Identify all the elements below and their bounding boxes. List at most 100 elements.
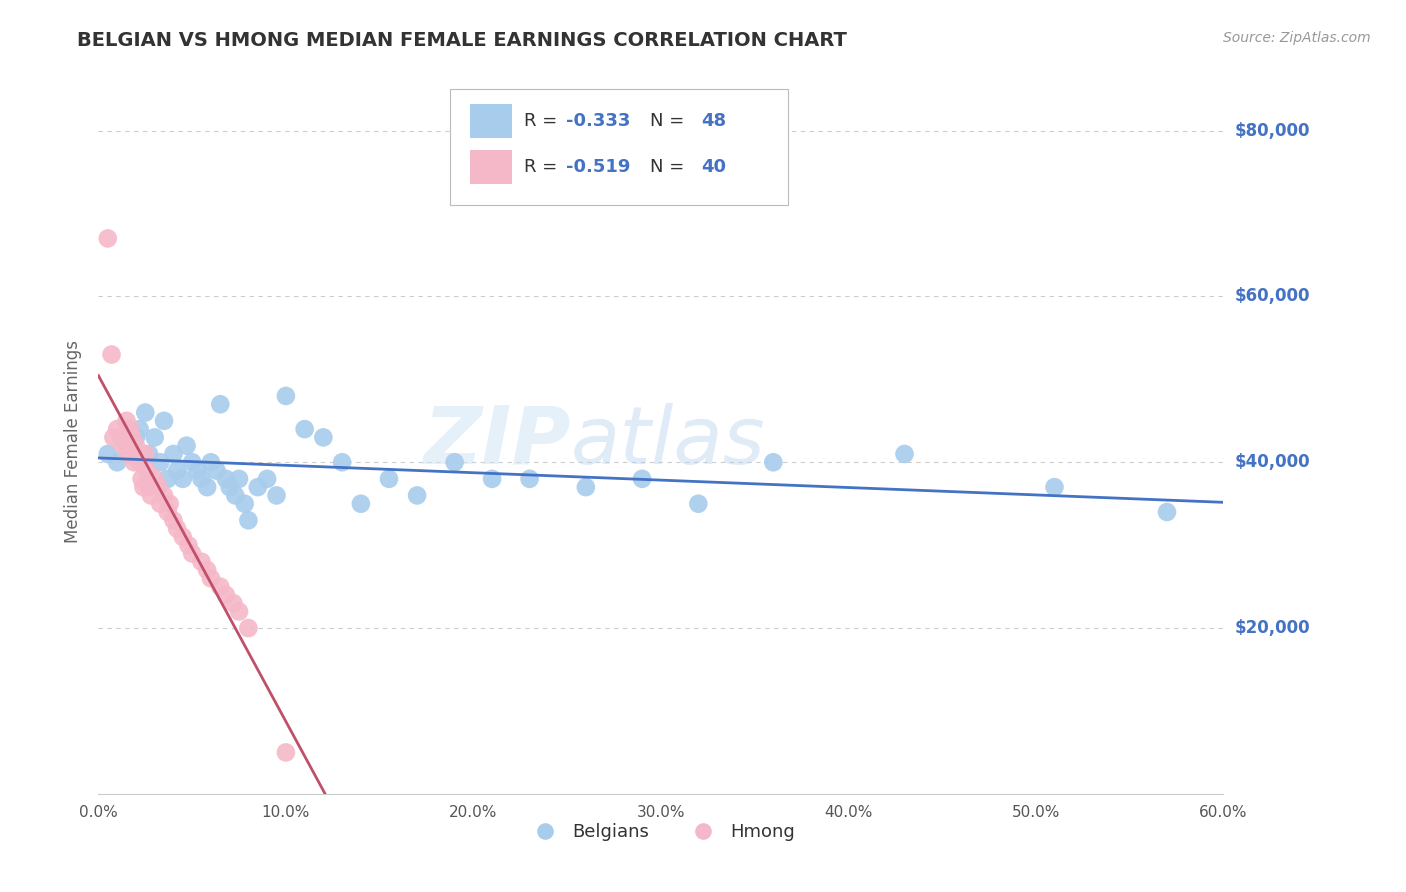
Point bbox=[128, 422, 150, 436]
Point bbox=[519, 472, 541, 486]
Point bbox=[190, 555, 212, 569]
Point bbox=[274, 746, 297, 760]
Point bbox=[153, 488, 176, 502]
Point bbox=[138, 447, 160, 461]
Text: N =: N = bbox=[650, 112, 689, 130]
Point bbox=[139, 488, 162, 502]
Point bbox=[228, 605, 250, 619]
Point bbox=[105, 455, 128, 469]
Point bbox=[162, 513, 184, 527]
Text: atlas: atlas bbox=[571, 402, 766, 481]
Point bbox=[209, 580, 232, 594]
Point bbox=[153, 414, 176, 428]
Point bbox=[121, 430, 143, 444]
Point bbox=[215, 588, 238, 602]
Text: R =: R = bbox=[523, 158, 562, 176]
Point bbox=[134, 447, 156, 461]
Point bbox=[215, 472, 238, 486]
Point bbox=[97, 447, 120, 461]
Point bbox=[228, 472, 250, 486]
Point bbox=[190, 472, 212, 486]
Point bbox=[195, 480, 218, 494]
Point bbox=[166, 522, 188, 536]
Point bbox=[195, 563, 218, 577]
Text: $80,000: $80,000 bbox=[1234, 121, 1310, 140]
Point bbox=[156, 505, 179, 519]
Point bbox=[125, 430, 148, 444]
Text: -0.333: -0.333 bbox=[567, 112, 631, 130]
Point bbox=[134, 405, 156, 419]
Point bbox=[378, 472, 401, 486]
Point bbox=[149, 497, 172, 511]
Point bbox=[120, 422, 142, 436]
Point bbox=[105, 422, 128, 436]
Point bbox=[143, 472, 166, 486]
Point bbox=[200, 571, 222, 585]
Point bbox=[177, 538, 200, 552]
Point bbox=[172, 472, 194, 486]
Point bbox=[138, 480, 160, 494]
Point bbox=[176, 439, 198, 453]
Text: N =: N = bbox=[650, 158, 689, 176]
Text: ZIP: ZIP bbox=[423, 402, 571, 481]
Point bbox=[266, 488, 288, 502]
Point bbox=[143, 430, 166, 444]
Text: 40: 40 bbox=[702, 158, 727, 176]
Point bbox=[274, 389, 297, 403]
Text: Source: ZipAtlas.com: Source: ZipAtlas.com bbox=[1223, 31, 1371, 45]
Point bbox=[209, 397, 232, 411]
Point bbox=[156, 472, 179, 486]
Point bbox=[166, 464, 188, 478]
Point bbox=[172, 530, 194, 544]
Point bbox=[162, 447, 184, 461]
Point bbox=[350, 497, 373, 511]
Point bbox=[218, 480, 240, 494]
Text: $40,000: $40,000 bbox=[1234, 453, 1310, 471]
Point bbox=[125, 439, 148, 453]
Point bbox=[117, 447, 139, 461]
Point bbox=[238, 513, 260, 527]
Point bbox=[443, 455, 465, 469]
Point bbox=[893, 447, 915, 461]
Point bbox=[181, 455, 204, 469]
Text: 48: 48 bbox=[702, 112, 727, 130]
FancyBboxPatch shape bbox=[470, 150, 512, 184]
Text: R =: R = bbox=[523, 112, 562, 130]
Text: BELGIAN VS HMONG MEDIAN FEMALE EARNINGS CORRELATION CHART: BELGIAN VS HMONG MEDIAN FEMALE EARNINGS … bbox=[77, 31, 848, 50]
Point bbox=[1043, 480, 1066, 494]
Point bbox=[631, 472, 654, 486]
FancyBboxPatch shape bbox=[450, 89, 787, 205]
Point bbox=[97, 231, 120, 245]
Point bbox=[122, 455, 145, 469]
Point bbox=[181, 546, 204, 560]
Point bbox=[148, 480, 170, 494]
Point bbox=[330, 455, 353, 469]
Text: $60,000: $60,000 bbox=[1234, 287, 1310, 305]
Point bbox=[200, 455, 222, 469]
Point bbox=[131, 472, 153, 486]
Point bbox=[246, 480, 269, 494]
Point bbox=[187, 464, 209, 478]
Point bbox=[238, 621, 260, 635]
Point bbox=[111, 439, 134, 453]
Point bbox=[127, 447, 149, 461]
Point bbox=[222, 596, 245, 610]
Point bbox=[115, 439, 138, 453]
Point bbox=[110, 430, 132, 444]
Legend: Belgians, Hmong: Belgians, Hmong bbox=[520, 816, 801, 848]
Point bbox=[100, 347, 122, 361]
Point bbox=[103, 430, 125, 444]
Text: $20,000: $20,000 bbox=[1234, 619, 1310, 637]
Point bbox=[762, 455, 785, 469]
Point bbox=[294, 422, 316, 436]
Point bbox=[312, 430, 335, 444]
Point bbox=[256, 472, 278, 486]
Point bbox=[406, 488, 429, 502]
Point bbox=[128, 455, 150, 469]
Point bbox=[688, 497, 710, 511]
Point bbox=[224, 488, 246, 502]
FancyBboxPatch shape bbox=[470, 104, 512, 138]
Y-axis label: Median Female Earnings: Median Female Earnings bbox=[65, 340, 83, 543]
Point bbox=[481, 472, 503, 486]
Point bbox=[159, 497, 181, 511]
